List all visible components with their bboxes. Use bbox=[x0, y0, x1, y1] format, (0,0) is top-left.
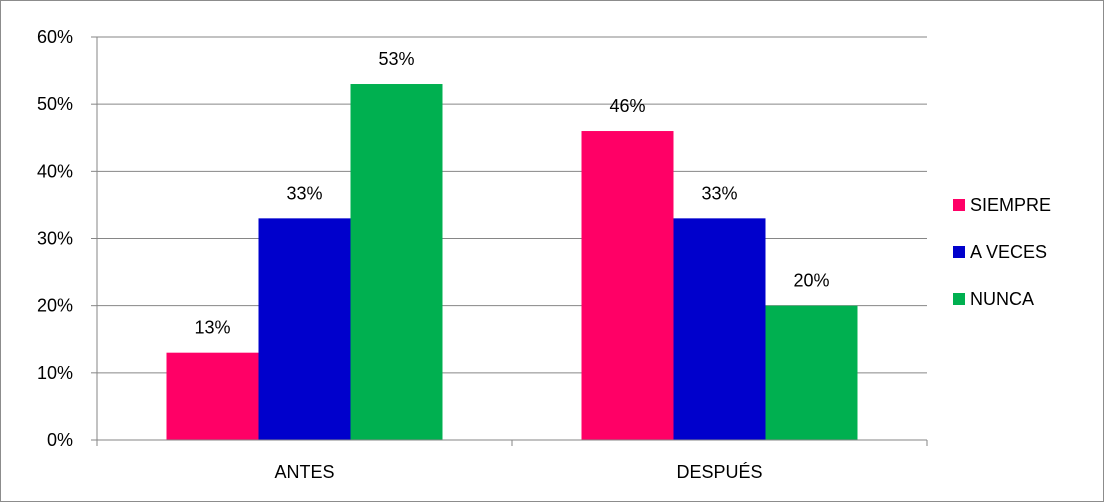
legend-label: SIEMPRE bbox=[970, 195, 1051, 215]
legend-label: A VECES bbox=[970, 242, 1047, 262]
axes bbox=[91, 36, 928, 446]
data-label: 53% bbox=[378, 49, 414, 69]
y-tick-label: 10% bbox=[37, 363, 73, 383]
labels: 0% 10% 20% 30% 40% 50% 60% 13% 33% 53% ANTES 46% 33%… bbox=[37, 27, 830, 482]
legend-swatch bbox=[953, 246, 965, 258]
data-label: 13% bbox=[194, 318, 230, 338]
bars bbox=[166, 84, 858, 441]
y-tick-label: 20% bbox=[37, 296, 73, 316]
bar bbox=[765, 305, 858, 440]
y-tick-label: 50% bbox=[37, 94, 73, 114]
y-tick-label: 40% bbox=[37, 161, 73, 181]
bar bbox=[350, 84, 443, 441]
bar bbox=[166, 352, 259, 440]
data-label: 46% bbox=[609, 96, 645, 116]
x-category-label: DESPUÉS bbox=[676, 462, 762, 482]
y-tick-label: 0% bbox=[47, 430, 73, 450]
bar bbox=[581, 131, 674, 441]
legend-swatch bbox=[953, 293, 965, 305]
legend: SIEMPRE A VECES NUNCA bbox=[953, 195, 1051, 309]
data-label: 33% bbox=[286, 183, 322, 203]
legend-swatch bbox=[953, 199, 965, 211]
x-category-label: ANTES bbox=[274, 462, 334, 482]
data-label: 20% bbox=[793, 271, 829, 291]
data-label: 33% bbox=[701, 183, 737, 203]
bar bbox=[258, 218, 351, 440]
bar bbox=[673, 218, 766, 440]
y-tick-label: 60% bbox=[37, 27, 73, 47]
y-tick-label: 30% bbox=[37, 229, 73, 249]
legend-label: NUNCA bbox=[970, 289, 1034, 309]
